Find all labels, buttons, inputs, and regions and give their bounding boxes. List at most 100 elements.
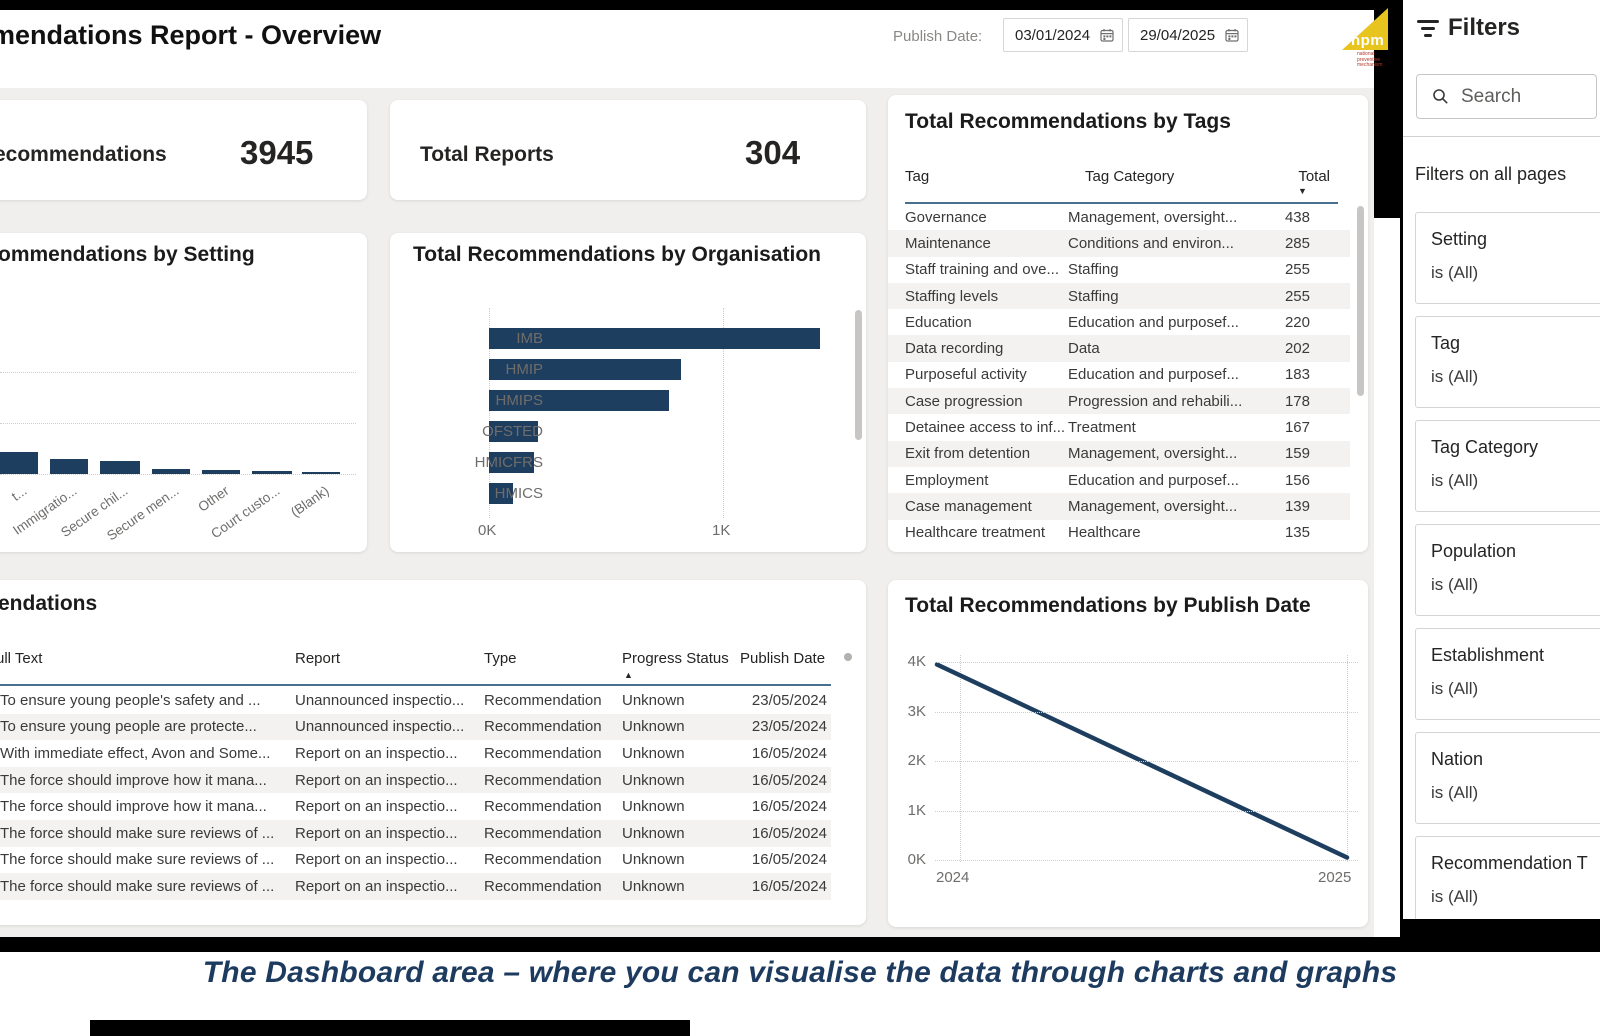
tags-table-row[interactable]: Maintenance Conditions and environ... 285	[888, 230, 1350, 257]
organisation-gridline	[723, 308, 724, 518]
date-cell: 16/05/2024	[751, 798, 827, 816]
tags-table-row[interactable]: Case progression Progression and rehabili…	[888, 388, 1350, 415]
tags-table-row[interactable]: Staff training and ove... Staffing 255	[888, 257, 1350, 283]
tags-table-scrollbar[interactable]	[1357, 206, 1364, 396]
organisation-category-label: HMICS	[494, 485, 543, 502]
filter-card-establishment[interactable]: Establishment is (All)	[1415, 628, 1600, 720]
tag-category-cell: Data	[1068, 340, 1100, 358]
tags-table-row[interactable]: Governance Management, oversight... 438	[888, 204, 1350, 230]
tag-category-cell: Management, oversight...	[1068, 208, 1238, 226]
filter-card-tag-category[interactable]: Tag Category is (All)	[1415, 420, 1600, 512]
sort-desc-icon[interactable]: ▼	[1298, 186, 1307, 196]
filter-card-recommendation-t[interactable]: Recommendation T is (All)	[1415, 836, 1600, 928]
setting-gridline	[0, 474, 356, 475]
publish-date-to-value[interactable]: 29/04/2025	[1140, 26, 1216, 44]
filter-value: is (All)	[1431, 679, 1479, 698]
publish-date-chart-title: Total Recommendations by Publish Date	[905, 594, 1311, 617]
tags-table-row[interactable]: Healthcare treatment Healthcare 135	[888, 520, 1350, 546]
x-tick-2025: 2025	[1318, 869, 1352, 886]
recs-table-scroll-dot[interactable]	[844, 653, 852, 661]
tags-table-row[interactable]: Exit from detention Management, oversight…	[888, 440, 1350, 467]
report-cell: Unannounced inspectio...	[295, 691, 465, 709]
tags-table-row[interactable]: Detainee access to inf... Treatment 167	[888, 414, 1350, 440]
organisation-x-tick: 1K	[712, 522, 731, 539]
tags-table-title: Total Recommendations by Tags	[905, 110, 1231, 133]
recs-col-status[interactable]: Progress Status	[622, 650, 729, 667]
organisation-bar-2[interactable]	[489, 390, 669, 411]
filter-card-population[interactable]: Population is (All)	[1415, 524, 1600, 616]
setting-bar-2[interactable]	[100, 460, 140, 474]
organisation-bar-0[interactable]	[489, 328, 821, 349]
filter-card-tag[interactable]: Tag is (All)	[1415, 316, 1600, 408]
date-cell: 16/05/2024	[751, 877, 827, 895]
report-cell: Unannounced inspectio...	[295, 718, 465, 736]
recommendation-row[interactable]: The force should improve how it mana... R…	[0, 766, 831, 794]
organisation-bar-3[interactable]	[489, 421, 539, 442]
publish-date-to-input[interactable]: 29/04/2025	[1128, 18, 1248, 52]
filters-search-input[interactable]: Search	[1416, 74, 1597, 119]
organisation-bar-4[interactable]	[489, 452, 534, 473]
tag-cell: Education	[905, 313, 972, 331]
organisation-category-label: HMIPS	[495, 392, 543, 409]
tags-table-row[interactable]: Education Education and purposef... 220	[888, 309, 1350, 335]
calendar-icon[interactable]	[1100, 28, 1114, 42]
npm-logo-subtext: national preventive mechanism	[1357, 51, 1383, 68]
status-cell: Unknown	[622, 798, 685, 816]
setting-bar-4[interactable]	[202, 469, 240, 474]
tags-table-row[interactable]: Data recording Data 202	[888, 335, 1350, 362]
tag-cell: Staff training and ove...	[905, 261, 1059, 279]
organisation-bar-1[interactable]	[489, 359, 681, 380]
tags-header-rule	[905, 202, 1338, 204]
organisation-chart-scrollbar[interactable]	[855, 310, 862, 440]
fulltext-cell: With immediate effect, Avon and Some...	[0, 744, 271, 762]
publish-date-gridline	[1347, 655, 1348, 862]
date-cell: 16/05/2024	[751, 824, 827, 842]
tags-col-tag[interactable]: Tag	[905, 168, 930, 185]
tags-table-row[interactable]: Employment Education and purposef... 156	[888, 467, 1350, 493]
setting-bar-1[interactable]	[50, 459, 88, 474]
recommendation-row[interactable]: To ensure young people are protecte... Un…	[0, 713, 831, 741]
report-cell: Report on an inspectio...	[295, 771, 458, 789]
setting-bar-0[interactable]	[0, 452, 38, 474]
tag-category-cell: Education and purposef...	[1068, 313, 1239, 331]
publish-date-from-input[interactable]: 03/01/2024	[1003, 18, 1123, 52]
recommendation-row[interactable]: The force should make sure reviews of ..…	[0, 873, 831, 900]
tags-col-total[interactable]: Total	[1298, 168, 1330, 185]
filter-card-setting[interactable]: Setting is (All)	[1415, 212, 1600, 304]
publish-date-y-tick: 2K	[907, 752, 926, 769]
filters-panel-border	[1400, 0, 1403, 952]
organisation-bar-5[interactable]	[489, 483, 513, 504]
recs-col-date[interactable]: Publish Date	[740, 650, 826, 667]
recs-col-fulltext[interactable]: ull Text	[0, 650, 43, 667]
type-cell: Recommendation	[484, 851, 602, 869]
recommendation-row[interactable]: The force should make sure reviews of ..…	[0, 847, 831, 874]
recommendation-row[interactable]: The force should make sure reviews of ..…	[0, 819, 831, 847]
tags-col-category[interactable]: Tag Category	[1085, 168, 1175, 185]
tags-table-row[interactable]: Staffing levels Staffing 255	[888, 282, 1350, 310]
tag-cell: Employment	[905, 471, 989, 489]
type-cell: Recommendation	[484, 798, 602, 816]
recommendation-row[interactable]: The force should improve how it mana... R…	[0, 793, 831, 820]
sort-asc-icon[interactable]: ▲	[624, 670, 633, 680]
setting-bar-5[interactable]	[252, 470, 292, 474]
tag-category-cell: Staffing	[1068, 261, 1119, 279]
setting-bar-6[interactable]	[302, 472, 340, 474]
setting-bar-3[interactable]	[152, 468, 190, 474]
calendar-icon[interactable]	[1225, 28, 1239, 42]
publish-date-from-value[interactable]: 03/01/2024	[1015, 26, 1091, 44]
recommendation-row[interactable]: With immediate effect, Avon and Some... R…	[0, 740, 831, 767]
organisation-category-label: OFSTED	[482, 423, 543, 440]
tag-cell: Data recording	[905, 340, 1004, 358]
recommendation-row[interactable]: To ensure young people's safety and ... U…	[0, 687, 831, 714]
tags-table-row[interactable]: Purposeful activity Education and purpose…	[888, 362, 1350, 388]
organisation-category-label: HMIP	[505, 361, 544, 378]
tag-category-cell: Management, oversight...	[1068, 445, 1238, 463]
recs-col-report[interactable]: Report	[295, 650, 341, 667]
search-placeholder: Search	[1461, 85, 1522, 107]
tag-category-cell: Conditions and environ...	[1068, 234, 1234, 252]
filter-card-nation[interactable]: Nation is (All)	[1415, 732, 1600, 824]
recs-col-type[interactable]: Type	[484, 650, 517, 667]
tags-table-row[interactable]: Case management Management, oversight... 1…	[888, 493, 1350, 520]
tag-cell: Purposeful activity	[905, 366, 1027, 384]
